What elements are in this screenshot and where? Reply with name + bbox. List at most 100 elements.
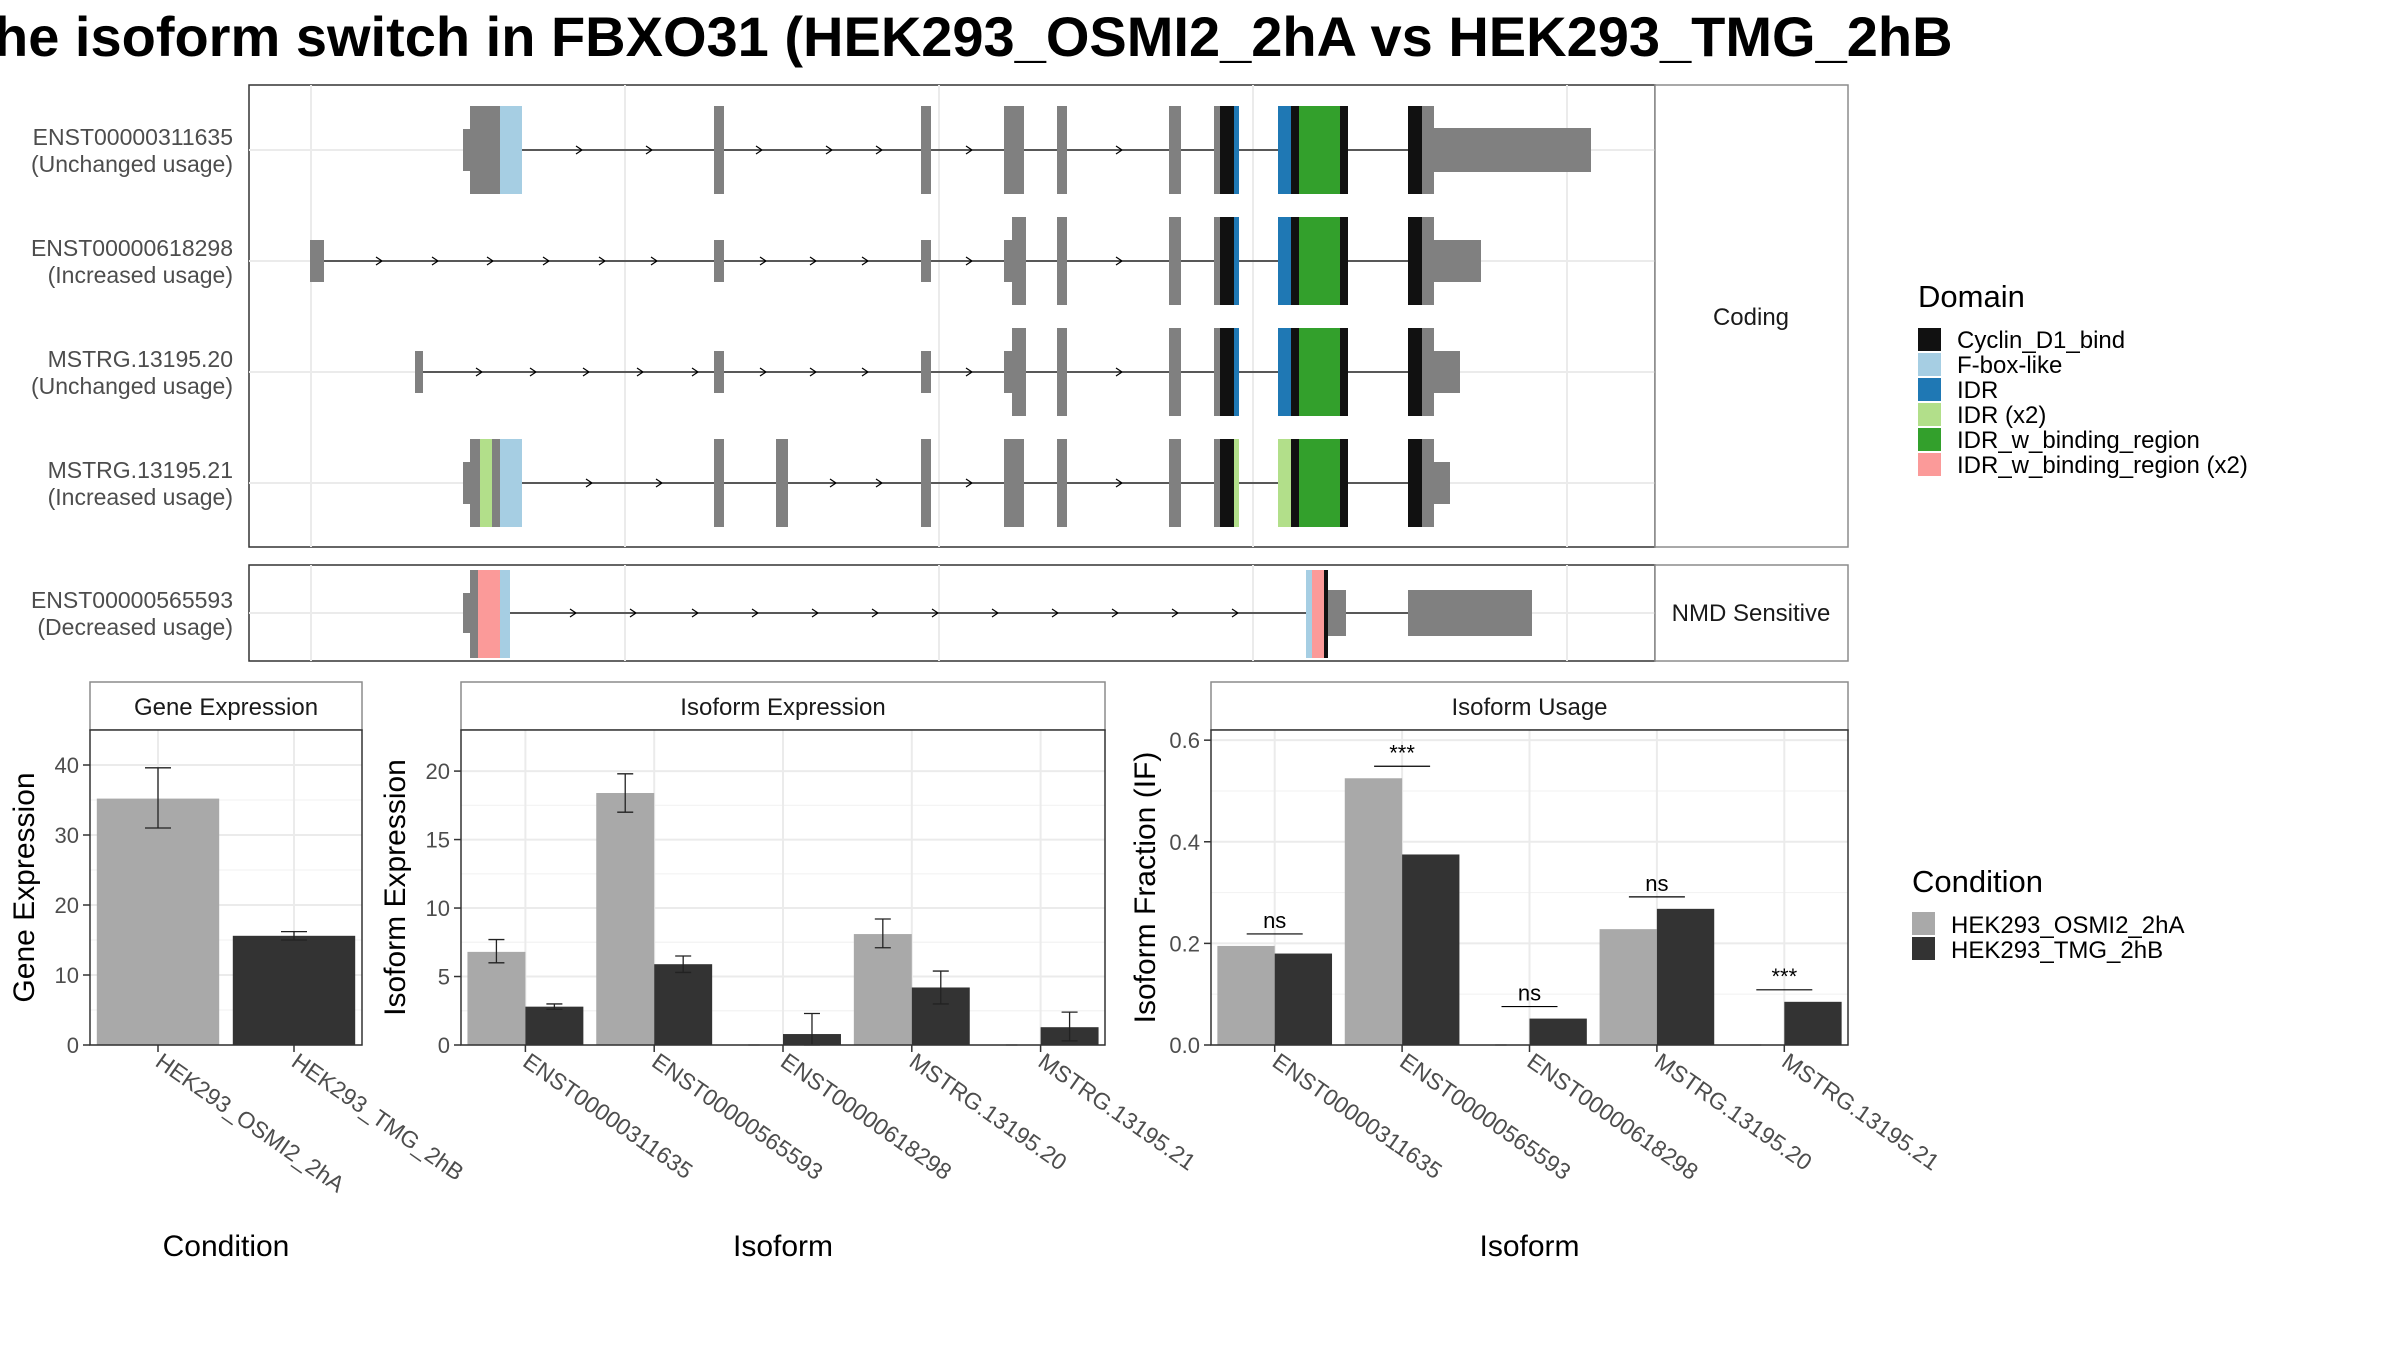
transcript-track-enst00000618298 <box>310 217 1481 305</box>
y-tick-label: 0 <box>67 1033 79 1058</box>
legend-label: HEK293_TMG_2hB <box>1951 937 2163 964</box>
utr-exon <box>1004 351 1012 393</box>
panel-strip <box>89 681 363 731</box>
bar <box>1344 778 1403 1045</box>
cyclin-domain <box>1340 106 1348 194</box>
intron-arrows <box>569 608 1240 618</box>
exon <box>1012 328 1026 416</box>
cyclin-domain <box>1291 217 1299 305</box>
bar <box>467 951 526 1045</box>
legend-key-condition-b <box>1912 937 1935 960</box>
exon <box>1214 106 1220 194</box>
legend-key-idr-x2 <box>1918 403 1941 426</box>
panel-strip-title: Isoform Expression <box>680 694 885 721</box>
cyclin-domain <box>1291 328 1299 416</box>
y-tick-label: 15 <box>426 828 450 853</box>
utr-exon <box>1328 590 1346 636</box>
exon <box>776 439 788 527</box>
utr-exon <box>1004 240 1012 282</box>
bar <box>1274 953 1333 1045</box>
utr-exon <box>463 462 471 504</box>
y-tick-label: 30 <box>55 823 79 848</box>
y-tick-label: 10 <box>55 963 79 988</box>
exon <box>1214 217 1220 305</box>
significance-label: *** <box>1389 740 1415 765</box>
cyclin-domain <box>1408 217 1422 305</box>
y-tick-label: 20 <box>55 893 79 918</box>
exon <box>714 439 724 527</box>
utr-exon <box>1434 240 1481 282</box>
exon <box>1169 217 1181 305</box>
cyclin-domain <box>1324 570 1328 658</box>
legend-key-idr-binding-x2 <box>1918 453 1941 476</box>
significance-label: ns <box>1263 908 1286 933</box>
condition-legend-title: Condition <box>1912 864 2043 899</box>
exon <box>1057 217 1067 305</box>
exon <box>921 439 931 527</box>
panel-strip-title: Isoform Usage <box>1451 694 1607 721</box>
isoform-usage-chart: Isoform Usagens***nsns***0.00.20.40.6ENS… <box>1129 681 1944 1263</box>
utr-exon <box>1434 462 1450 504</box>
cyclin-domain <box>1291 106 1299 194</box>
exon <box>1004 106 1024 194</box>
f-box-domain <box>500 570 510 658</box>
exon <box>921 240 931 282</box>
bar <box>1784 1001 1842 1045</box>
exon <box>1214 328 1220 416</box>
significance-label: ns <box>1645 871 1668 896</box>
transcript-track-mstrg-13195-21 <box>463 439 1450 527</box>
cyclin-domain <box>1408 106 1422 194</box>
idr-binding-domain <box>1299 439 1340 527</box>
intron-arrows <box>575 145 1124 155</box>
significance-label: *** <box>1771 964 1797 989</box>
legend-label: F-box-like <box>1957 352 2062 379</box>
exon <box>1057 106 1067 194</box>
exon <box>1169 439 1181 527</box>
transcript-id-label: MSTRG.13195.21 <box>48 457 233 483</box>
idr-binding-x2-domain <box>1312 570 1324 658</box>
legend-label: IDR <box>1957 377 1998 404</box>
bar <box>1217 945 1275 1045</box>
coding-strip <box>1654 84 1849 548</box>
utr-exon <box>1408 590 1532 636</box>
x-axis-title: Isoform <box>1479 1230 1579 1263</box>
legend-label: HEK293_OSMI2_2hA <box>1951 912 2184 939</box>
exon <box>492 439 500 527</box>
nmd-strip <box>1654 564 1849 662</box>
exon <box>714 106 724 194</box>
intron-arrows <box>585 478 1124 488</box>
x-axis-title: Isoform <box>733 1230 833 1263</box>
y-axis-title: Isoform Expression <box>379 759 412 1016</box>
nmd-strip-label: NMD Sensitive <box>1672 600 1831 627</box>
transcript-id-label: ENST00000311635 <box>33 124 233 150</box>
panel-strip <box>460 681 1106 731</box>
panel-strip <box>1210 681 1849 731</box>
transcript-usage-label: (Decreased usage) <box>37 614 233 640</box>
domain-legend: Domain Cyclin_D1_bind F-box-like IDR IDR… <box>1918 279 2248 479</box>
y-tick-label: 20 <box>426 759 450 784</box>
idr-domain <box>1234 106 1239 194</box>
exon <box>1169 106 1181 194</box>
legend-key-idr <box>1918 378 1941 401</box>
transcript-labels: ENST00000311635 (Unchanged usage) ENST00… <box>31 124 233 640</box>
transcript-usage-label: (Increased usage) <box>48 262 233 288</box>
transcript-track-enst00000311635 <box>463 106 1591 194</box>
utr-exon <box>1422 328 1434 416</box>
exon <box>1057 328 1067 416</box>
bar <box>232 935 356 1045</box>
transcript-id-label: ENST00000618298 <box>31 235 233 261</box>
y-tick-label: 0 <box>438 1033 450 1058</box>
idr-binding-domain <box>1299 217 1340 305</box>
utr-exon <box>310 240 324 282</box>
idr-domain <box>1278 106 1291 194</box>
cyclin-domain <box>1220 328 1234 416</box>
exon <box>470 439 480 527</box>
y-tick-label: 40 <box>55 753 79 778</box>
f-box-domain <box>500 439 522 527</box>
cyclin-domain <box>1220 439 1234 527</box>
bar <box>654 964 713 1045</box>
exon <box>1004 439 1024 527</box>
idr-binding-x2-domain <box>478 570 500 658</box>
isoform-expression-chart: Isoform Expression05101520ENST0000031163… <box>379 681 1200 1263</box>
bar <box>1656 908 1715 1045</box>
